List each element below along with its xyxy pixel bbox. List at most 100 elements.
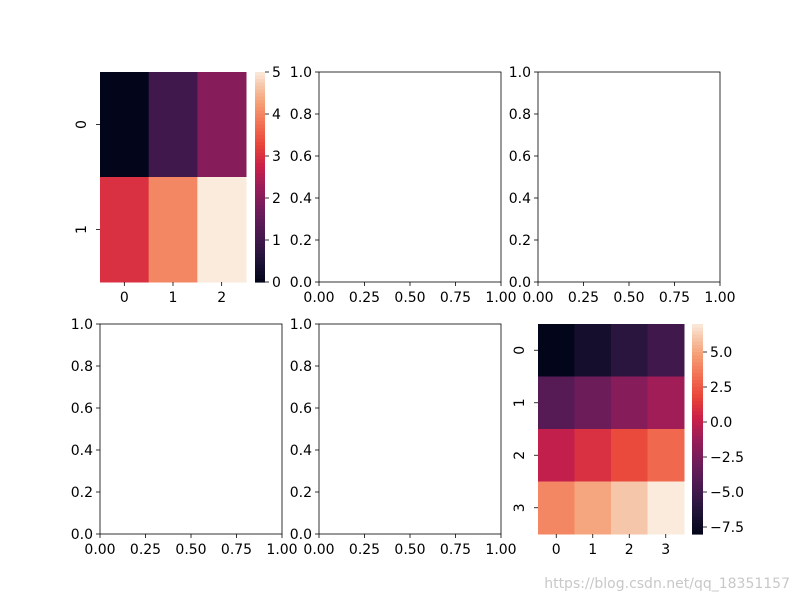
x-tick-label: 2 bbox=[217, 290, 226, 306]
colorbar-segment bbox=[692, 513, 703, 518]
colorbar-segment bbox=[255, 163, 265, 168]
x-tick-label: 1.00 bbox=[266, 542, 297, 558]
x-tick-label: 0.50 bbox=[394, 542, 425, 558]
colorbar-segment bbox=[692, 362, 703, 367]
heatmap-cell bbox=[538, 429, 575, 482]
colorbar-segment bbox=[255, 215, 265, 220]
subplot-empty-3: 0.00 0.25 0.50 0.75 1.00 0.0 0.2 0.4 0.6 0.8 1.0 bbox=[71, 317, 298, 558]
x-tick-label: 2 bbox=[625, 542, 634, 558]
colorbar-segment bbox=[255, 117, 265, 122]
heatmap-cell bbox=[574, 481, 612, 535]
colorbar-segment bbox=[692, 467, 703, 472]
colorbar-segment bbox=[255, 170, 265, 175]
y-tick-label: 0.0 bbox=[71, 527, 93, 543]
x-tick-label: 0.75 bbox=[221, 542, 252, 558]
colorbar-segment bbox=[692, 422, 703, 427]
heatmap-cell bbox=[197, 72, 247, 178]
colorbar-segment bbox=[692, 499, 703, 504]
colorbar-segment bbox=[692, 471, 703, 476]
colorbar-segment bbox=[255, 240, 265, 245]
colorbar-segment bbox=[692, 492, 703, 497]
colorbar-segment bbox=[255, 268, 265, 273]
colorbar-segment bbox=[692, 341, 703, 346]
colorbar-segment bbox=[692, 334, 703, 339]
colorbar-tick-label: 0 bbox=[272, 275, 281, 291]
heatmap-cell bbox=[647, 429, 685, 482]
heatmap-cell bbox=[611, 376, 648, 430]
y-tick-label: 0.4 bbox=[71, 443, 93, 459]
y-tick-label: 1.0 bbox=[290, 65, 312, 81]
colorbar-segment bbox=[255, 229, 265, 234]
colorbar-segment bbox=[692, 527, 703, 532]
y-tick-label: 0.6 bbox=[290, 401, 312, 417]
colorbar-segment bbox=[692, 506, 703, 511]
x-tick-label: 0.00 bbox=[84, 542, 115, 558]
colorbar-tick-label: −2.5 bbox=[710, 450, 744, 466]
colorbar-segment bbox=[255, 208, 265, 213]
colorbar-segment bbox=[255, 271, 265, 276]
colorbar-segment bbox=[255, 247, 265, 252]
heatmap-cell bbox=[538, 376, 575, 430]
x-tick-label: 1 bbox=[169, 290, 178, 306]
y-tick-label: 0.2 bbox=[290, 233, 312, 249]
colorbar-tick-label: 2.5 bbox=[710, 380, 732, 396]
x-tick-label: 0.75 bbox=[440, 290, 471, 306]
colorbar-segment bbox=[692, 530, 703, 535]
colorbar-segment bbox=[255, 254, 265, 259]
y-tick-label: 0 bbox=[74, 120, 90, 129]
colorbar-segment bbox=[692, 397, 703, 402]
colorbar-segment bbox=[255, 135, 265, 140]
colorbar-segment bbox=[255, 201, 265, 206]
heatmap-cell bbox=[611, 481, 648, 535]
colorbar-segment bbox=[692, 411, 703, 416]
x-tick-label: 0.50 bbox=[175, 542, 206, 558]
colorbar-segment bbox=[255, 131, 265, 136]
colorbar-segment bbox=[692, 523, 703, 528]
y-tick-label: 0.0 bbox=[509, 275, 531, 291]
colorbar-segment bbox=[692, 338, 703, 343]
y-tick-label: 0.4 bbox=[290, 443, 312, 459]
colorbar-segment bbox=[255, 275, 265, 280]
colorbar: 5.0 2.5 0.0 −2.5 −5.0 −7.5 bbox=[692, 324, 744, 536]
colorbar-segment bbox=[255, 89, 265, 94]
colorbar-segment bbox=[255, 103, 265, 108]
colorbar-segment bbox=[255, 278, 265, 283]
y-tick-label: 1 bbox=[74, 225, 90, 234]
colorbar-segment bbox=[692, 432, 703, 437]
x-tick-label: 0.50 bbox=[613, 290, 644, 306]
x-tick-label: 0 bbox=[120, 290, 129, 306]
colorbar-segment bbox=[692, 352, 703, 357]
x-tick-label: 0.25 bbox=[130, 542, 161, 558]
colorbar-segment bbox=[255, 243, 265, 248]
colorbar-tick-label: −5.0 bbox=[710, 485, 744, 501]
subplot-heatmap-1: 0 1 2 0 1 0 1 2 3 4 5 bbox=[74, 65, 281, 306]
y-tick-label: 0.2 bbox=[71, 485, 93, 501]
colorbar-segment bbox=[692, 345, 703, 350]
colorbar-segment bbox=[255, 145, 265, 150]
axes-frame bbox=[537, 71, 721, 283]
colorbar-segment bbox=[255, 159, 265, 164]
subplot-empty-4: 0.00 0.25 0.50 0.75 1.00 0.0 0.2 0.4 0.6 0.8 1.0 bbox=[290, 317, 517, 558]
colorbar-segment bbox=[692, 457, 703, 462]
colorbar-segment bbox=[255, 93, 265, 98]
colorbar-segment bbox=[692, 481, 703, 486]
colorbar-segment bbox=[692, 460, 703, 465]
colorbar-segment bbox=[692, 436, 703, 441]
heatmap-cell bbox=[647, 376, 685, 430]
colorbar-segment bbox=[255, 194, 265, 199]
colorbar-segment bbox=[255, 177, 265, 182]
colorbar-segment bbox=[255, 264, 265, 269]
colorbar-segment bbox=[692, 509, 703, 514]
colorbar-segment bbox=[255, 75, 265, 80]
colorbar-segment bbox=[255, 114, 265, 119]
heatmap-cell bbox=[647, 324, 685, 377]
y-tick-label: 2 bbox=[512, 451, 528, 460]
x-tick-label: 0 bbox=[552, 542, 561, 558]
colorbar-segment bbox=[255, 82, 265, 87]
colorbar-segment bbox=[255, 180, 265, 185]
heatmap-cell bbox=[647, 481, 685, 535]
heatmap-cell bbox=[574, 429, 612, 482]
x-tick-label: 0.25 bbox=[349, 290, 380, 306]
x-tick-label: 0.00 bbox=[303, 290, 334, 306]
colorbar-segment bbox=[692, 376, 703, 381]
